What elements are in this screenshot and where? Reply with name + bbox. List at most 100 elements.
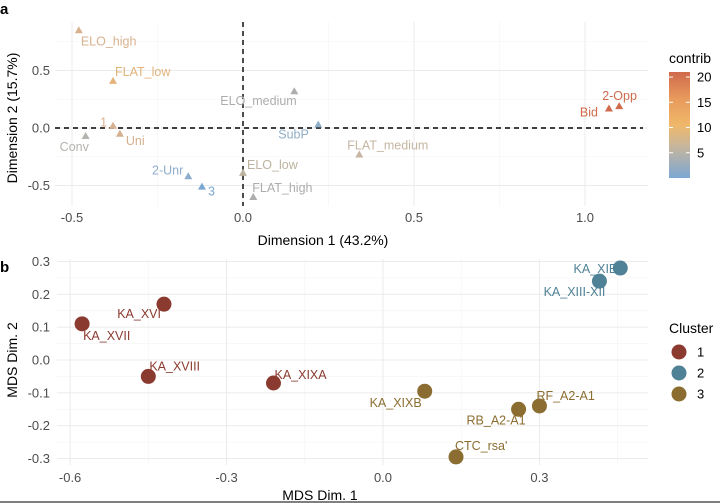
panel-b-point-label: KA_XIII-XII [544, 285, 606, 299]
panel-a-x-axis-title: Dimension 1 (43.2%) [258, 232, 389, 248]
panel-a-x-tick-label: 1.0 [576, 210, 594, 225]
panel-b-x-tick-label: -0.3 [215, 470, 237, 485]
contrib-legend-tick-label: 15 [697, 95, 711, 110]
panel-b-point-ka-xib [612, 260, 628, 276]
panel-b-mds: b -0.6 -0.3 0.0 0.3 -0.3 -0.2 -0.1 0.0 0.1 0.2 0.… [0, 254, 714, 503]
contrib-legend-tick-label: 10 [697, 120, 711, 135]
panel-a-biplot: a -0.5 0.0 0.5 1.0 -0.5 0.0 0.5 ELO_high FLAT_… [0, 1, 711, 248]
panel-b-point-rb-a2-a1 [511, 401, 527, 417]
cluster-legend: Cluster 1 2 3 [669, 320, 714, 402]
panel-a-y-tick-label: -0.5 [28, 178, 50, 193]
panel-a-point-bid [604, 104, 613, 112]
panel-a-y-axis-title: Dimension 2 (15.7%) [4, 53, 20, 184]
panel-b-point-label: KA_XVII [83, 329, 130, 343]
panel-a-point-elo-low [239, 168, 247, 176]
panel-b-point-ka-xiii-xii [591, 273, 607, 289]
panel-a-point-label: Conv [60, 140, 90, 154]
panel-b-point-rf-a2-a1 [531, 398, 547, 414]
panel-a-point-2-unr [184, 172, 193, 180]
panel-a-tag: a [0, 1, 9, 18]
panel-b-x-tick-label: -0.6 [59, 470, 81, 485]
panel-b-point-ka-xviii [140, 368, 156, 384]
panel-a-point-label: ELO_low [247, 158, 299, 172]
panel-a-point-label: ELO_high [81, 34, 137, 48]
cluster-legend-label: 1 [697, 345, 704, 360]
panel-b-point-label: RF_A2-A1 [536, 389, 594, 403]
panel-a-reference-lines [55, 22, 643, 206]
panel-a-point-label: FLAT_low [115, 65, 171, 79]
panel-a-point-label: FLAT_medium [347, 138, 428, 152]
cluster-legend-swatch-2 [671, 365, 687, 381]
cluster-legend-title: Cluster [669, 320, 714, 336]
panel-b-y-axis-title: MDS Dim. 2 [4, 322, 20, 398]
panel-a-point-elo-medium [290, 87, 299, 95]
contrib-legend-title: contrib [669, 50, 711, 66]
panel-a-point-flat-high [249, 193, 258, 200]
panel-b-y-tick-label: 0.1 [32, 320, 50, 335]
panel-b-point-label: KA_XIB [574, 262, 618, 276]
panel-b-point-ka-xvi [156, 296, 172, 312]
cluster-legend-swatch-1 [671, 344, 687, 360]
cluster-legend-entries: 1 2 3 [671, 344, 704, 402]
panel-a-point-label: SubP [278, 128, 309, 142]
panel-a-point-3 [197, 182, 206, 190]
panel-b-point-label: CTC_rsa' [455, 439, 507, 453]
panel-a-y-tick-label: 0.5 [32, 63, 50, 78]
panel-a-x-tick-labels: -0.5 0.0 0.5 1.0 [61, 210, 594, 225]
panel-a-point-subp [314, 120, 323, 128]
panel-b-y-tick-label: 0.0 [32, 353, 50, 368]
panel-b-y-tick-label: 0.3 [32, 254, 50, 269]
panel-b-y-tick-label: -0.3 [28, 451, 50, 466]
panel-a-x-tick-label: 0.5 [405, 210, 423, 225]
panel-b-y-tick-label: -0.2 [28, 418, 50, 433]
contrib-legend-tick-label: 5 [697, 145, 704, 160]
panel-b-point-ctc-rsa- [448, 449, 464, 465]
panel-a-point-label: 2-Opp [602, 89, 637, 103]
panel-b-y-tick-label: 0.2 [32, 287, 50, 302]
panel-a-point-conv [81, 132, 90, 140]
panel-b-points: KA_XVII KA_XVI KA_XVIII KA_XIXA KA_XIB KA_XII… [74, 260, 628, 465]
panel-a-point-label: FLAT_high [252, 181, 312, 195]
cluster-legend-swatch-3 [671, 386, 687, 402]
panel-b-point-ka-xixb [417, 383, 433, 399]
panel-a-point-label: Uni [126, 134, 145, 148]
panel-b-x-axis-title: MDS Dim. 1 [282, 487, 358, 503]
panel-a-point-label: 3 [208, 185, 215, 199]
cluster-legend-label: 2 [697, 366, 704, 381]
contrib-legend-ticks: 5 10 15 20 [669, 70, 711, 160]
panel-a-x-tick-label: -0.5 [61, 210, 83, 225]
panel-b-point-label: KA_XIXA [274, 368, 327, 382]
panel-a-point-label: 1 [100, 116, 107, 130]
panel-b-y-tick-labels: -0.3 -0.2 -0.1 0.0 0.1 0.2 0.3 [28, 254, 50, 466]
panel-b-grid [57, 259, 648, 465]
panel-a-point-elo-high [74, 26, 83, 34]
panel-b-point-ka-xixa [265, 375, 281, 391]
panel-b-point-label: KA_XVIII [149, 359, 200, 373]
panel-a-point-label: ELO_medium [220, 94, 296, 108]
panel-b-x-tick-label: 0.3 [530, 470, 548, 485]
panel-b-point-label: RB_A2-A1 [467, 413, 526, 427]
contrib-colorbar [669, 72, 690, 178]
panel-b-x-tick-labels: -0.6 -0.3 0.0 0.3 [59, 470, 549, 485]
panel-b-x-tick-label: 0.0 [374, 470, 392, 485]
panel-a-point-uni [115, 129, 124, 137]
panel-a-point-label: Bid [580, 105, 598, 119]
panel-a-points: ELO_high FLAT_low 1 Uni Conv ELO_medium SubP FL… [60, 26, 637, 200]
panel-a-point-flat-medium [355, 150, 364, 158]
panel-b-point-label: KA_XIXB [370, 396, 422, 410]
panel-a-point-label: 2-Unr [152, 163, 183, 177]
panel-a-y-tick-label: 0.0 [32, 121, 50, 136]
panel-b-y-tick-label: -0.1 [28, 385, 50, 400]
cluster-legend-label: 3 [697, 387, 704, 402]
contrib-legend-tick-label: 20 [697, 70, 711, 85]
panel-a-grid [55, 22, 648, 206]
panel-a-y-tick-labels: -0.5 0.0 0.5 [28, 63, 50, 193]
panel-a-x-tick-label: 0.0 [234, 210, 252, 225]
panel-a-point-2-opp [615, 102, 624, 110]
panel-b-point-ka-xvii [74, 316, 90, 332]
contrib-legend: contrib 5 10 15 20 [669, 50, 711, 178]
panel-a-point-1 [109, 121, 118, 129]
panel-a-point-flat-low [109, 76, 118, 84]
panel-b-tag: b [0, 259, 9, 276]
